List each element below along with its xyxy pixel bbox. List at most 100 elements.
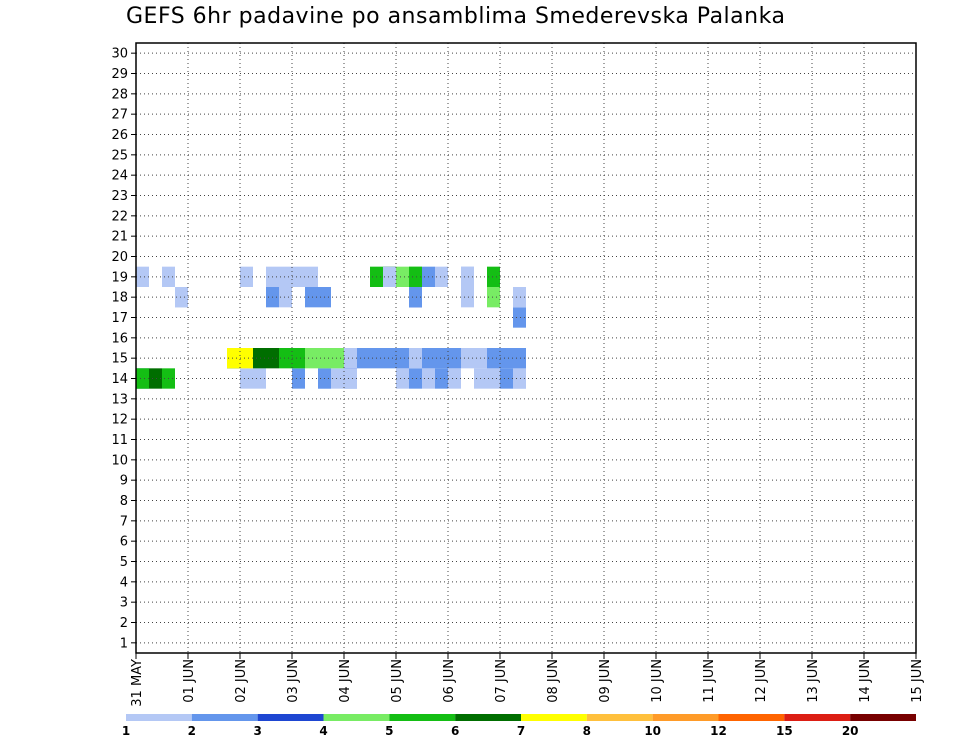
heatmap-cell (513, 368, 526, 389)
y-tick-label: 8 (120, 494, 128, 509)
colorbar-label: 6 (451, 724, 459, 738)
colorbar-swatch (126, 714, 192, 721)
y-tick-label: 7 (120, 514, 128, 529)
colorbar-swatch (718, 714, 785, 721)
y-tick-label: 18 (111, 291, 128, 306)
x-tick-label: 11 JUN (702, 659, 717, 703)
y-tick-label: 24 (111, 169, 128, 184)
y-tick-label: 23 (111, 189, 128, 204)
heatmap-cell (331, 368, 344, 389)
x-tick-label: 31 MAY (130, 659, 145, 707)
y-tick-label: 9 (120, 474, 128, 489)
heatmap-cell (409, 368, 422, 389)
heatmap-cell (513, 307, 526, 328)
y-tick-label: 1 (120, 636, 128, 651)
x-axis: 31 MAY 01 JUN 02 JUN 03 JUN 04 JUN 05 JUN 06 J… (130, 653, 925, 707)
y-tick-label: 17 (111, 311, 128, 326)
x-tick-label: 06 JUN (442, 659, 457, 703)
colorbar-swatch (191, 714, 258, 721)
y-tick-label: 16 (111, 331, 128, 346)
colorbar-label: 8 (583, 724, 591, 738)
heatmap-cell (383, 348, 396, 369)
x-tick-label: 04 JUN (338, 659, 353, 703)
y-tick-label: 14 (111, 372, 128, 387)
heatmap-cell (305, 348, 318, 369)
heatmap-cell (409, 266, 422, 287)
y-tick-label: 21 (111, 230, 128, 245)
colorbar-label: 20 (842, 724, 859, 738)
heatmap-cell (136, 368, 149, 389)
heatmap-cell (513, 287, 526, 308)
colorbar-label: 4 (319, 724, 327, 738)
y-tick-label: 3 (120, 596, 128, 611)
heatmap-cell (253, 368, 266, 389)
x-tick-label: 03 JUN (286, 659, 301, 703)
colorbar-swatch (652, 714, 719, 721)
colorbar-swatch (850, 714, 916, 721)
y-axis: 1234567891011121314151617181920212223242… (111, 47, 136, 651)
y-tick-label: 30 (111, 47, 128, 62)
heatmap-cells (136, 266, 526, 389)
heatmap-cell (344, 368, 357, 389)
y-tick-label: 11 (111, 433, 128, 448)
colorbar-label: 2 (188, 724, 196, 738)
heatmap-cell (435, 348, 448, 369)
x-tick-label: 02 JUN (234, 659, 249, 703)
heatmap-cell (240, 266, 253, 287)
chart-title: GEFS 6hr padavine po ansamblima Smederev… (126, 4, 786, 29)
colorbar-label: 10 (644, 724, 661, 738)
y-tick-label: 20 (111, 250, 128, 265)
x-tick-label: 09 JUN (598, 659, 613, 703)
y-tick-label: 5 (120, 555, 128, 570)
colorbar-label: 12 (710, 724, 727, 738)
x-tick-label: 13 JUN (806, 659, 821, 703)
colorbar-swatch (521, 714, 587, 721)
y-tick-label: 22 (111, 209, 128, 224)
heatmap-cell (175, 287, 188, 308)
y-tick-label: 10 (111, 453, 128, 468)
heatmap-cell (149, 368, 162, 389)
heatmap-cell (240, 348, 253, 369)
y-tick-label: 15 (111, 352, 128, 367)
heatmap-cell (305, 266, 318, 287)
colorbar-swatch (257, 714, 324, 721)
y-tick-label: 4 (120, 575, 128, 590)
heatmap-cell (435, 368, 448, 389)
heatmap-cell (279, 287, 292, 308)
heatmap-cell (448, 368, 461, 389)
heatmap-cell (487, 368, 500, 389)
heatmap-cell (292, 348, 305, 369)
x-tick-label: 07 JUN (494, 659, 509, 703)
heatmap-cell (435, 266, 448, 287)
heatmap-cell (292, 266, 305, 287)
colorbar-label: 7 (517, 724, 525, 738)
heatmap-cell (513, 348, 526, 369)
dotted-grid (136, 43, 916, 653)
heatmap-cell (396, 348, 409, 369)
heatmap-cell (500, 348, 513, 369)
heatmap-cell (487, 266, 500, 287)
heatmap-cell (253, 348, 266, 369)
colorbar-swatch (323, 714, 390, 721)
plot-frame (135, 42, 917, 654)
colorbar-swatch (389, 714, 456, 721)
x-tick-label: 05 JUN (390, 659, 405, 703)
colorbar-label: 15 (776, 724, 793, 738)
colorbar-label: 1 (122, 724, 130, 738)
colorbar-swatch (455, 714, 521, 721)
x-tick-label: 10 JUN (650, 659, 665, 703)
heatmap-cell (227, 348, 240, 369)
heatmap-cell (409, 348, 422, 369)
heatmap-cell (396, 368, 409, 389)
y-tick-label: 2 (120, 616, 128, 631)
colorbar-swatch (586, 714, 653, 721)
x-tick-label: 15 JUN (910, 659, 925, 703)
x-tick-label: 12 JUN (754, 659, 769, 703)
heatmap-cell (461, 266, 474, 287)
heatmap-cell (448, 348, 461, 369)
heatmap-cell (409, 287, 422, 308)
heatmap-cell (357, 348, 370, 369)
colorbar-label: 5 (385, 724, 393, 738)
heatmap-cell (500, 368, 513, 389)
